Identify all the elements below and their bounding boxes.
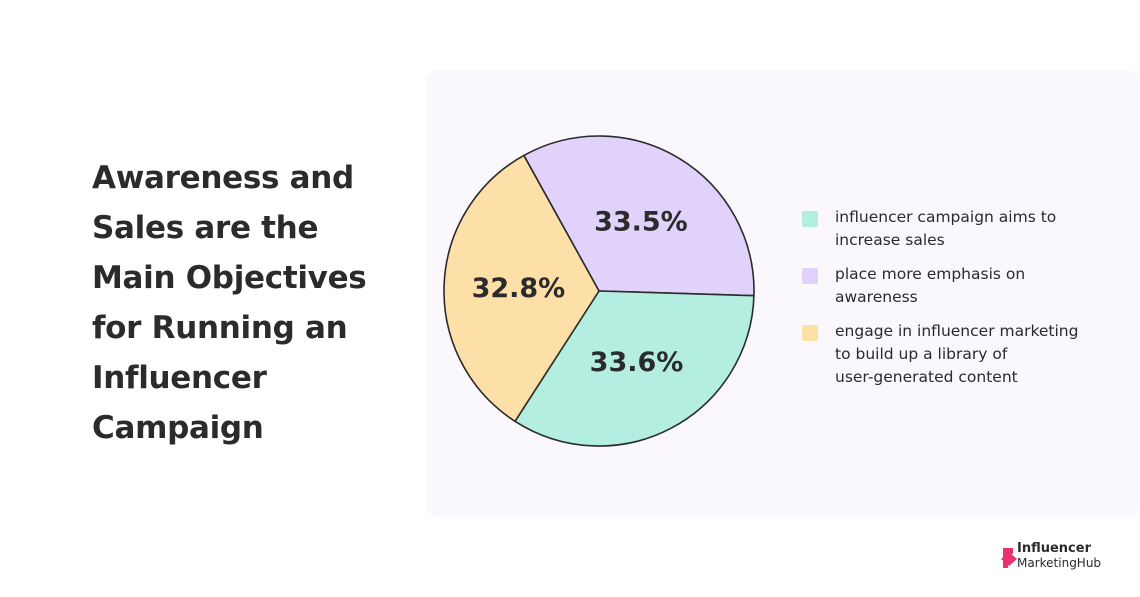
legend-item: influencer campaign aims to increase sal… — [802, 206, 1102, 252]
brand-name: Influencer — [1017, 541, 1091, 556]
legend-label-line: to build up a library of — [835, 345, 1008, 363]
legend-label: influencer campaign aims to increase sal… — [835, 206, 1102, 252]
headline: Awareness and Sales are the Main Objecti… — [92, 153, 392, 453]
legend-swatch — [802, 268, 818, 284]
legend-label-line: engage in influencer marketing — [835, 322, 1079, 340]
headline-line: Influencer — [92, 360, 267, 396]
headline-line: Main Objectives — [92, 260, 367, 296]
legend-label-line: influencer campaign aims to — [835, 208, 1057, 226]
brand-mark-icon — [1001, 548, 1017, 568]
legend-item: engage in influencer marketing to build … — [802, 320, 1102, 389]
pie-slice — [443, 154, 600, 423]
slice-data-label: 33.6% — [590, 347, 684, 378]
legend-label: place more emphasis on awareness — [835, 263, 1102, 309]
pie-labels: 33.5% 33.6% 32.8% — [472, 207, 688, 378]
legend-label-line: increase sales — [835, 231, 945, 249]
legend-label-line: user-generated content — [835, 368, 1018, 386]
slice-data-label: 32.8% — [472, 273, 566, 304]
pie-slices — [443, 135, 755, 447]
legend-swatch — [802, 325, 818, 341]
headline-line: Awareness and — [92, 160, 354, 196]
headline-line: for Running an — [92, 310, 348, 346]
legend-item: place more emphasis on awareness — [802, 263, 1102, 309]
brand-subname: MarketingHub — [1017, 556, 1102, 570]
headline-line: Campaign — [92, 410, 264, 446]
brand-logo: Influencer MarketingHub — [999, 541, 1129, 575]
chart-legend: influencer campaign aims to increase sal… — [802, 206, 1102, 400]
legend-label-line: place more emphasis on — [835, 265, 1026, 283]
slice-data-label: 33.5% — [594, 207, 688, 238]
legend-swatch — [802, 211, 818, 227]
legend-label: engage in influencer marketing to build … — [835, 320, 1102, 389]
pie-chart: 33.5% 33.6% 32.8% — [443, 135, 755, 447]
headline-line: Sales are the — [92, 210, 319, 246]
legend-label-line: awareness — [835, 288, 918, 306]
pie-slice — [523, 135, 755, 297]
